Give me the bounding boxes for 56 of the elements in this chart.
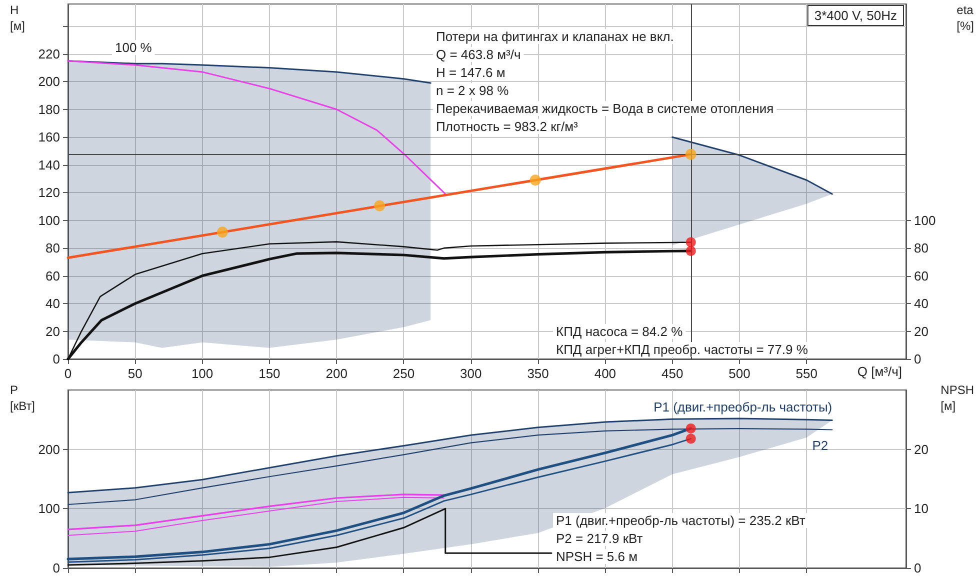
x-tick-label: 450 (661, 366, 684, 381)
annotation: Q = 463.8 м³/ч (436, 47, 521, 62)
y2-tick-label: 0 (914, 352, 922, 366)
x-tick-label: 400 (594, 366, 616, 381)
y-tick-label: 140 (38, 157, 60, 172)
y-tick-label: 120 (38, 185, 60, 200)
annotation: КПД агрег+КПД преобр. частоты = 77.9 % (556, 342, 808, 357)
y2-tick-label: 20 (914, 442, 928, 457)
x-tick-label: 500 (728, 366, 750, 381)
y-tick-label: 60 (46, 268, 60, 284)
annotation: H = 147.6 м (436, 65, 506, 80)
y-tick-label: 100 (38, 501, 60, 516)
annotation: P2 = 217.9 кВт (556, 531, 643, 546)
y-tick-label: 0 (52, 352, 60, 366)
y2-axis-title: NPSH [м] (940, 383, 974, 413)
annotation: P1 (двиг.+преобр-ль частоты) = 235.2 кВт (556, 513, 806, 528)
y-axis-title: H [м] (10, 3, 25, 33)
x-tick-label: 550 (796, 366, 818, 381)
annotation: КПД насоса = 84.2 % (556, 324, 684, 339)
x-axis-title: Q [м³/ч] (857, 364, 902, 379)
x-tick-label: 150 (258, 366, 280, 381)
y2-tick-label: 80 (914, 240, 928, 256)
y-tick-label: 100 (38, 212, 60, 228)
y-axis-title: P [кВт] (10, 383, 36, 413)
y-tick-label: 180 (38, 102, 60, 117)
y2-tick-label: 0 (914, 560, 922, 576)
y2-tick-label: 20 (914, 324, 928, 339)
y-tick-label: 80 (46, 240, 60, 256)
x-tick-label: 350 (527, 366, 549, 381)
x-tick-label: 300 (460, 366, 482, 381)
y-tick-label: 200 (38, 442, 60, 457)
x-tick-label: 0 (64, 366, 72, 381)
chart-title: 3*400 V, 50Hz (814, 8, 897, 23)
x-tick-label: 200 (326, 366, 348, 381)
x-tick-label: 50 (128, 366, 142, 381)
y2-axis-title: eta [%] (956, 3, 974, 33)
y-tick-label: 20 (46, 324, 60, 339)
annotation: 100 % (115, 40, 152, 55)
y-tick-label: 0 (52, 560, 60, 576)
annotation: Плотность = 983.2 кг/м³ (436, 119, 579, 134)
series-label: P1 (двиг.+преобр-ль частоты) (654, 399, 832, 414)
y2-tick-label: 100 (914, 212, 936, 228)
y-tick-label: 220 (38, 46, 60, 62)
y2-tick-label: 60 (914, 268, 928, 284)
x-tick-label: 250 (392, 366, 415, 381)
y2-tick-label: 40 (914, 296, 928, 312)
annotation: n = 2 x 98 % (436, 83, 510, 98)
y2-tick-label: 10 (914, 501, 928, 516)
annotation: Потери на фитингах и клапанах не вкл. (436, 29, 674, 44)
y-tick-label: 200 (38, 74, 60, 90)
annotation: Перекачиваемая жидкость = Вода в системе отопления (436, 101, 774, 116)
y-tick-label: 40 (46, 296, 60, 312)
y-tick-label: 160 (38, 130, 60, 145)
x-tick-label: 100 (191, 366, 214, 381)
annotation: NPSH = 5.6 м (556, 549, 638, 564)
series-label: P2 (812, 438, 828, 453)
